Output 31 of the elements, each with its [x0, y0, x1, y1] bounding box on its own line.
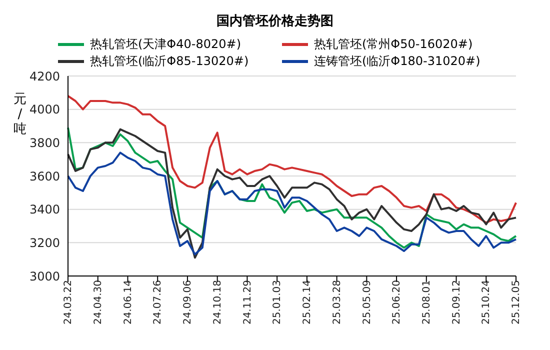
legend-label: 热轧管坯(常州Φ50-16020#)	[314, 36, 473, 53]
y-tick-label: 3200	[29, 236, 60, 250]
x-tick-label: 24.10.18	[212, 280, 224, 325]
x-tick-label: 25.05.09	[362, 280, 373, 325]
x-tick-label: 25.12.05	[511, 280, 522, 325]
y-tick-label: 4200	[29, 69, 60, 84]
y-tick-label: 3400	[29, 202, 60, 217]
x-tick-label: 24.11.29	[242, 280, 254, 325]
x-tick-label: 25.10.24	[481, 280, 492, 325]
legend-label: 热轧管坯(临沂Φ85-13020#)	[90, 53, 249, 70]
x-tick-label: 25.09.12	[451, 280, 462, 325]
x-tick-label: 24.09.06	[182, 280, 194, 325]
y-tick-label: 3600	[29, 169, 60, 184]
y-tick-label: 3800	[29, 136, 60, 150]
x-tick-label: 24.04.30	[92, 280, 104, 325]
y-axis-title: 元/吨	[12, 92, 28, 137]
legend-label: 热轧管坯(天津Φ40-8020#)	[90, 36, 242, 53]
chart-title: 国内管坯价格走势图	[216, 13, 334, 31]
x-tick-label: 24.03.22	[63, 280, 74, 325]
x-tick-label: 25.06.20	[392, 280, 403, 325]
x-tick-label: 25.02.14	[302, 280, 314, 325]
y-tick-label: 3000	[29, 269, 60, 284]
x-tick-label: 24.07.26	[152, 280, 164, 325]
x-tick-label: 25.01.03	[272, 280, 284, 325]
legend-label: 连铸管坯(临沂Φ180-31020#)	[314, 53, 480, 70]
x-tick-label: 24.06.14	[122, 280, 134, 325]
line-series	[67, 152, 517, 256]
x-tick-label: 25.08.01	[422, 280, 432, 325]
line-series	[67, 95, 517, 224]
x-tick-label: 25.03.28	[332, 280, 343, 325]
y-tick-label: 4000	[29, 102, 60, 117]
